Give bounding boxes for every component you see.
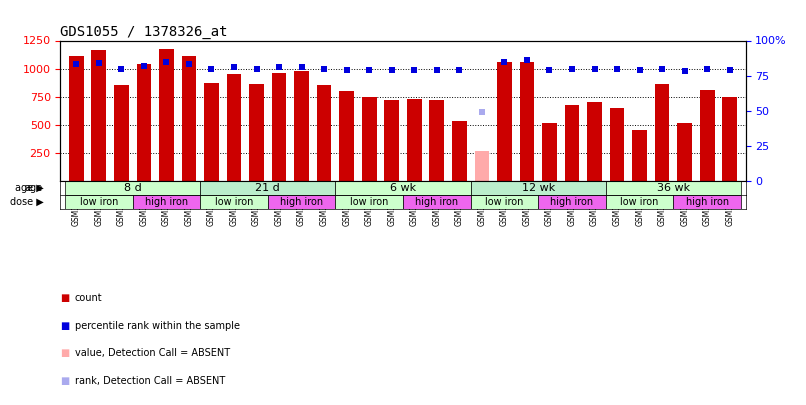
Text: 36 wk: 36 wk — [657, 183, 690, 192]
Bar — [204, 83, 218, 181]
Text: low iron: low iron — [350, 196, 388, 207]
Bar — [132, 194, 200, 209]
Bar — [294, 71, 309, 181]
Text: dose ▶: dose ▶ — [10, 196, 44, 207]
Bar — [430, 100, 444, 181]
Bar — [610, 108, 625, 181]
Bar — [200, 194, 268, 209]
Text: high iron: high iron — [686, 196, 729, 207]
Bar — [632, 130, 647, 181]
Text: low iron: low iron — [80, 196, 118, 207]
Text: GDS1055 / 1378326_at: GDS1055 / 1378326_at — [60, 26, 228, 39]
Bar — [606, 194, 674, 209]
Bar — [181, 55, 196, 181]
Text: low iron: low iron — [485, 196, 524, 207]
Text: ■: ■ — [60, 321, 69, 330]
Text: 8 d: 8 d — [123, 183, 141, 192]
Text: high iron: high iron — [280, 196, 323, 207]
Text: value, Detection Call = ABSENT: value, Detection Call = ABSENT — [75, 348, 230, 358]
Bar — [677, 124, 692, 181]
Bar — [475, 151, 489, 181]
Bar — [674, 194, 741, 209]
Text: 6 wk: 6 wk — [390, 183, 416, 192]
Bar — [339, 92, 354, 181]
Bar — [136, 64, 152, 181]
Bar — [200, 181, 335, 194]
Bar — [317, 85, 331, 181]
Bar — [542, 124, 557, 181]
Bar — [226, 74, 241, 181]
Bar — [654, 84, 670, 181]
Bar — [538, 194, 606, 209]
Bar — [69, 56, 84, 181]
Bar — [497, 62, 512, 181]
Bar — [335, 181, 471, 194]
Text: age ▶: age ▶ — [15, 183, 44, 192]
Bar — [362, 97, 376, 181]
Bar — [520, 62, 534, 181]
Text: low iron: low iron — [214, 196, 253, 207]
Bar — [588, 102, 602, 181]
Text: high iron: high iron — [550, 196, 593, 207]
Bar — [249, 84, 264, 181]
Text: ■: ■ — [60, 348, 69, 358]
Text: low iron: low iron — [621, 196, 659, 207]
Bar — [565, 105, 580, 181]
Text: age: age — [24, 183, 43, 192]
Bar — [471, 181, 606, 194]
Bar — [65, 181, 200, 194]
Bar — [159, 49, 174, 181]
Text: 21 d: 21 d — [256, 183, 280, 192]
Bar — [606, 181, 741, 194]
Text: high iron: high iron — [415, 196, 459, 207]
Text: rank, Detection Call = ABSENT: rank, Detection Call = ABSENT — [75, 376, 225, 386]
Text: 12 wk: 12 wk — [521, 183, 555, 192]
Bar — [384, 100, 399, 181]
Text: count: count — [75, 293, 102, 303]
Bar — [452, 121, 467, 181]
Text: ■: ■ — [60, 376, 69, 386]
Text: percentile rank within the sample: percentile rank within the sample — [75, 321, 240, 330]
Text: high iron: high iron — [145, 196, 188, 207]
Text: ■: ■ — [60, 293, 69, 303]
Bar — [114, 85, 129, 181]
Bar — [722, 97, 737, 181]
Bar — [272, 73, 286, 181]
Bar — [91, 50, 106, 181]
Bar — [403, 194, 471, 209]
Bar — [65, 194, 132, 209]
Bar — [268, 194, 335, 209]
Bar — [700, 90, 715, 181]
Bar — [471, 194, 538, 209]
Bar — [335, 194, 403, 209]
Bar — [407, 99, 422, 181]
